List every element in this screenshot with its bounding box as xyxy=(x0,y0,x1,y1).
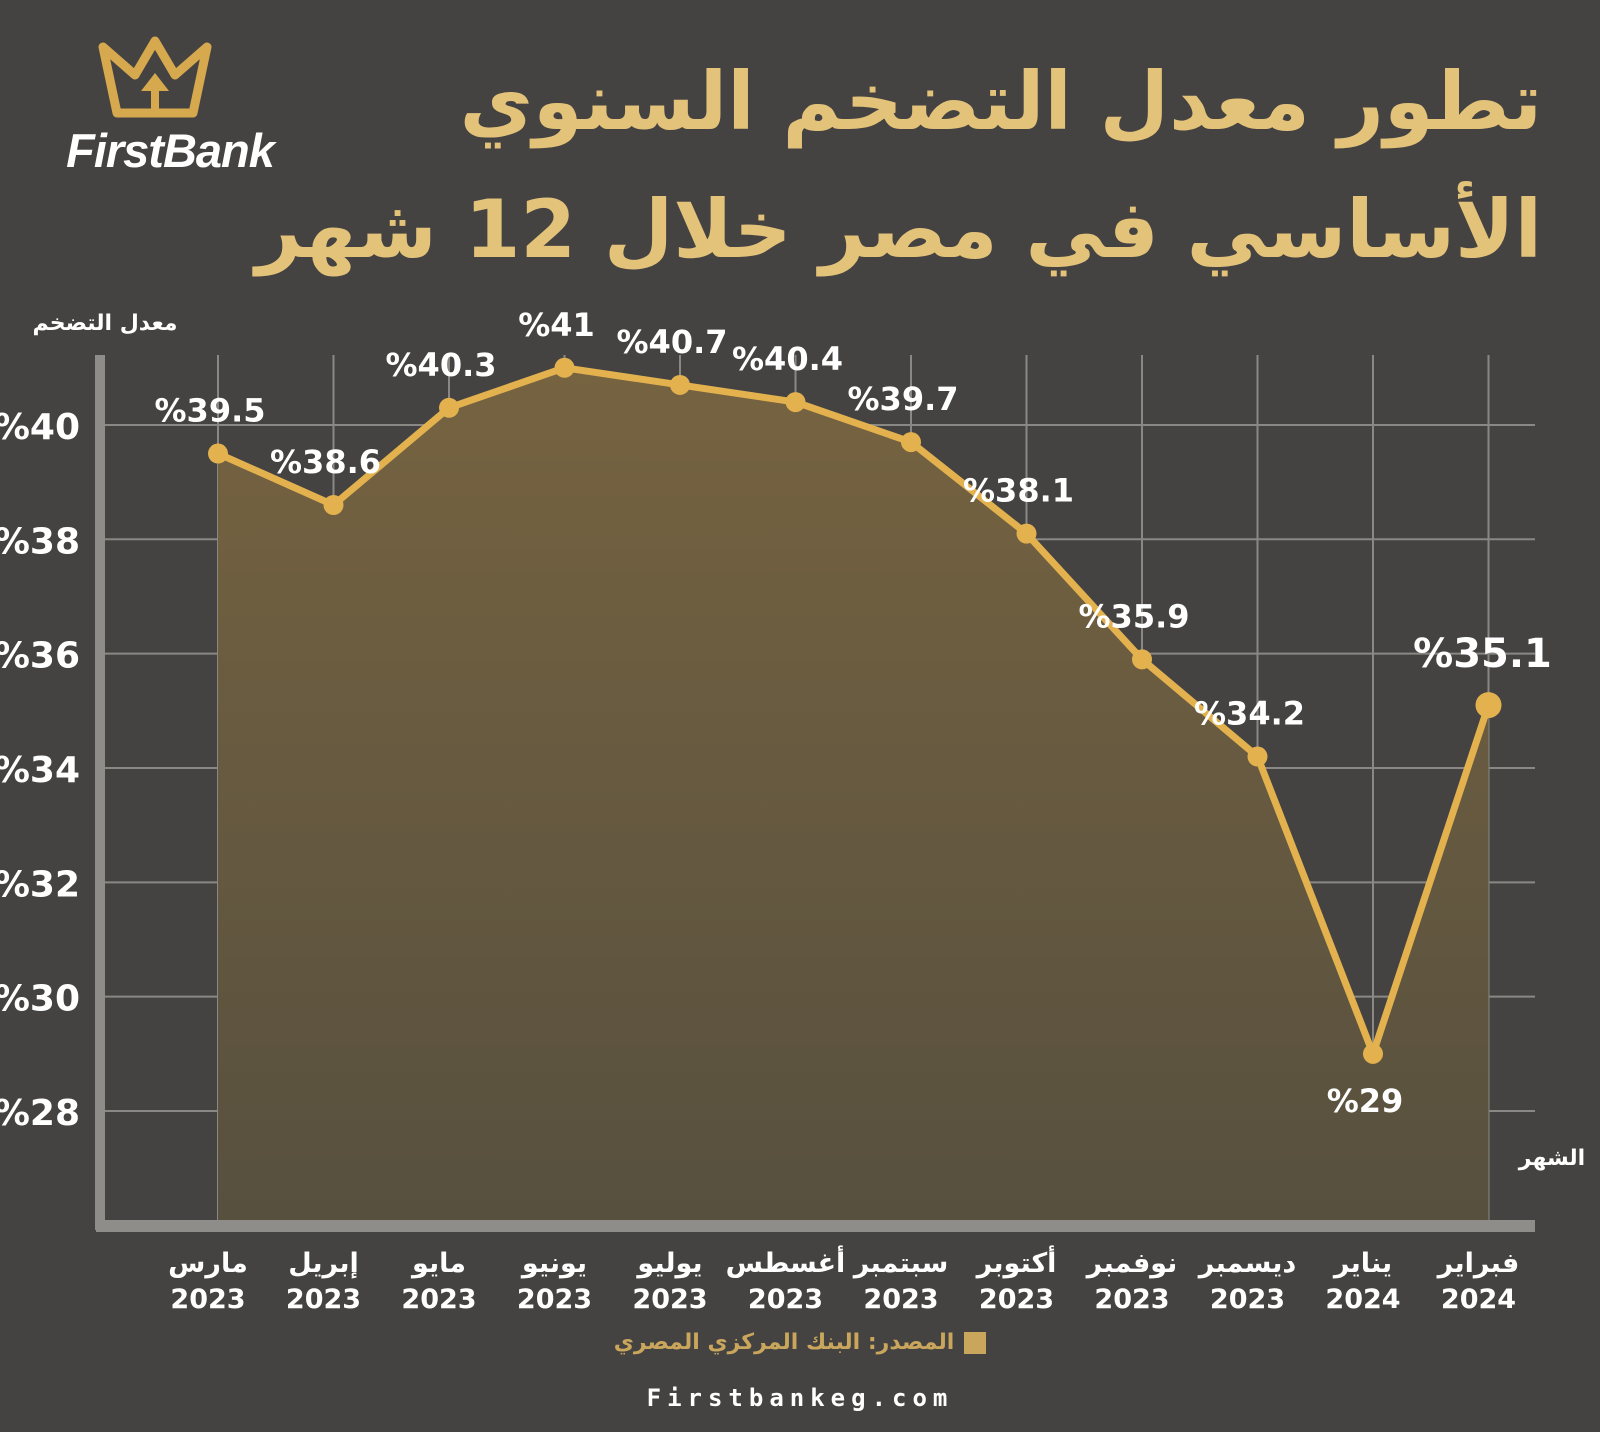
x-tick-month: أغسطس xyxy=(726,1245,846,1279)
y-tick-label: %38 xyxy=(0,521,80,562)
x-tick-year: 2024 xyxy=(1441,1284,1516,1315)
x-tick-year: 2023 xyxy=(1094,1284,1169,1315)
crown-icon xyxy=(98,36,212,118)
x-tick-year: 2023 xyxy=(517,1284,592,1315)
series-line xyxy=(214,364,1492,1058)
data-label: %39.7 xyxy=(847,380,958,418)
y-tick-label: %30 xyxy=(0,979,80,1020)
x-tick-year: 2023 xyxy=(632,1284,707,1315)
source-text: المصدر: البنك المركزي المصري xyxy=(613,1330,955,1355)
x-tick-month: يوليو xyxy=(635,1248,702,1279)
x-tick-year: 2023 xyxy=(748,1284,823,1315)
data-point xyxy=(1247,746,1268,767)
page-title: تطور معدل التضخم السنوي الأساسي في مصر خ… xyxy=(255,38,1542,294)
data-point xyxy=(323,494,344,515)
x-tick-year: 2023 xyxy=(286,1284,361,1315)
title-line-2: الأساسي في مصر خلال 12 شهر xyxy=(255,183,1542,276)
data-label: %40.4 xyxy=(732,340,843,378)
data-label: %35.9 xyxy=(1078,597,1189,635)
data-label: %38.6 xyxy=(270,443,381,481)
y-tick-label: %36 xyxy=(0,636,80,677)
x-tick-month: أكتوبر xyxy=(975,1245,1057,1279)
series-area xyxy=(218,367,1489,1222)
title-line-1: تطور معدل التضخم السنوي xyxy=(459,55,1542,148)
y-tick-label: %40 xyxy=(0,407,80,448)
y-tick-label: %32 xyxy=(0,864,80,905)
x-tick-month: يناير xyxy=(1332,1248,1392,1279)
data-point xyxy=(554,357,575,378)
brand-name: FirstBank xyxy=(66,124,275,177)
data-point xyxy=(670,374,690,395)
source-note: المصدر: البنك المركزي المصري xyxy=(0,1330,1600,1355)
source-marker xyxy=(964,1332,987,1354)
x-tick-month: سبتمبر xyxy=(852,1248,949,1279)
x-tick-month: نوفمبر xyxy=(1085,1248,1178,1279)
x-tick-year: 2023 xyxy=(863,1284,938,1315)
data-point xyxy=(1475,692,1502,719)
x-tick-year: 2023 xyxy=(1210,1284,1285,1315)
y-tick-label: %28 xyxy=(0,1093,80,1134)
x-tick-month: فبراير xyxy=(1436,1248,1520,1279)
x-tick-year: 2023 xyxy=(979,1284,1054,1315)
x-tick-year: 2024 xyxy=(1325,1284,1400,1315)
x-tick-month: ديسمبر xyxy=(1197,1248,1296,1279)
data-point xyxy=(1132,649,1152,670)
x-tick-year: 2023 xyxy=(170,1284,245,1315)
data-point xyxy=(1016,523,1037,544)
data-label: %29 xyxy=(1327,1082,1404,1120)
data-label: %41 xyxy=(518,306,595,344)
x-tick-year: 2023 xyxy=(401,1284,476,1315)
data-label: %39.5 xyxy=(154,392,265,430)
x-tick-month: مارس xyxy=(168,1248,248,1279)
data-label: %34.2 xyxy=(1194,695,1305,733)
y-axis-title: معدل التضخم xyxy=(32,311,177,336)
data-point xyxy=(901,432,921,453)
data-point xyxy=(1363,1043,1383,1064)
data-point xyxy=(208,443,228,464)
data-point xyxy=(785,392,806,413)
data-point xyxy=(439,397,459,418)
x-tick-month: مايو xyxy=(410,1248,466,1279)
data-label: %38.1 xyxy=(963,472,1074,510)
firstbank-logo: FirstBank xyxy=(55,35,285,185)
website-link[interactable]: Firstbankeg.com xyxy=(646,1384,954,1412)
x-tick-month: إبريل xyxy=(288,1248,358,1279)
x-tick-month: يونيو xyxy=(520,1248,587,1279)
x-axis-title: الشهر xyxy=(1518,1146,1585,1171)
y-tick-label: %34 xyxy=(0,750,80,791)
data-label: %40.7 xyxy=(616,323,727,361)
data-label: %40.3 xyxy=(385,346,496,384)
data-label: %35.1 xyxy=(1413,631,1552,677)
